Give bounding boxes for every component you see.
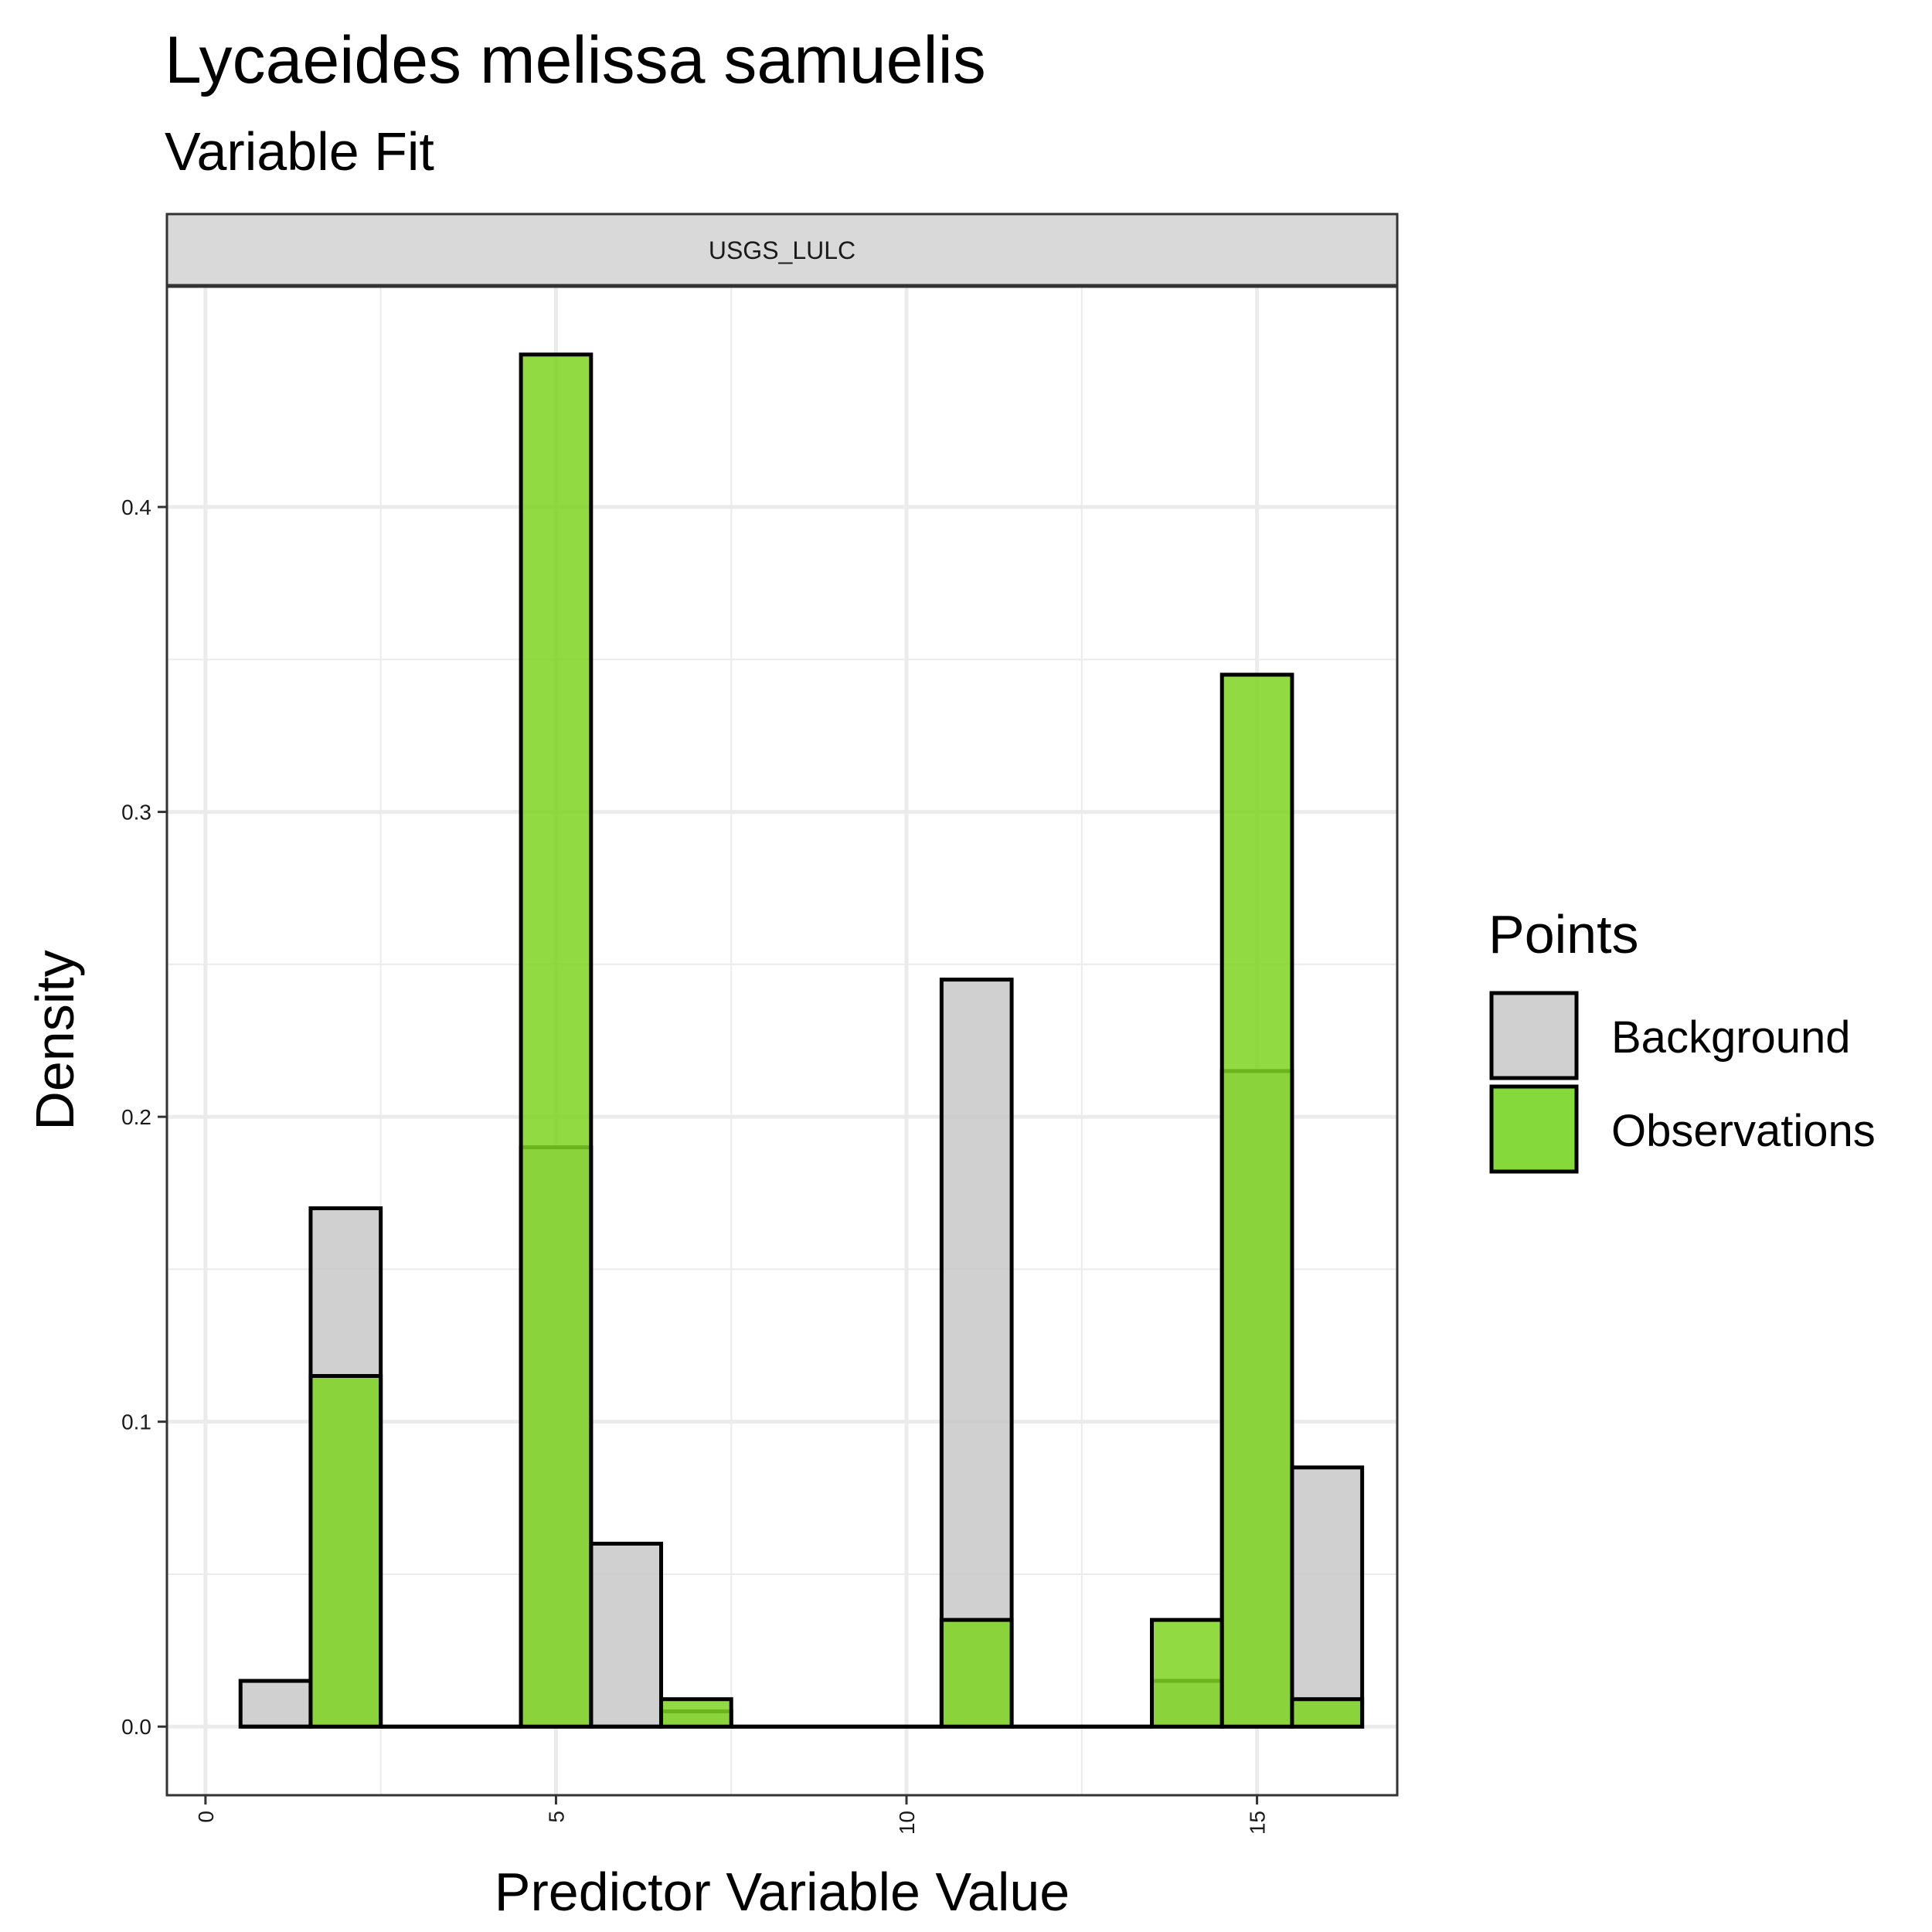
x-axis-title: Predictor Variable Value xyxy=(495,1862,1070,1922)
facet-strip-label: USGS_LULC xyxy=(709,236,855,264)
y-tick-label: 0.3 xyxy=(121,801,151,825)
background-bar xyxy=(238,1679,313,1729)
x-tick-label: 5 xyxy=(544,1811,568,1823)
y-axis-title: Density xyxy=(25,950,85,1130)
legend-key-background xyxy=(1489,991,1579,1080)
y-tick-label: 0.4 xyxy=(121,495,151,519)
y-tick-label: 0.0 xyxy=(121,1715,151,1739)
y-tick-label: 0.1 xyxy=(121,1410,151,1434)
x-axis: 0 5 10 15 xyxy=(194,1795,1270,1835)
legend-key-observations xyxy=(1489,1084,1579,1174)
observation-bar xyxy=(519,352,594,1729)
observation-bar xyxy=(1219,672,1294,1729)
observation-bar xyxy=(1150,1617,1224,1729)
observation-bar xyxy=(308,1374,383,1729)
legend-label-observations: Observations xyxy=(1611,1106,1876,1156)
observation-bar xyxy=(939,1617,1014,1729)
x-tick-label: 10 xyxy=(895,1811,919,1835)
y-tick-label: 0.2 xyxy=(121,1105,151,1129)
chart-title: Lycaeides melissa samuelis xyxy=(165,23,986,97)
observation-bars xyxy=(240,352,1365,1729)
background-bar xyxy=(1290,1465,1365,1729)
legend-label-background: Background xyxy=(1611,1012,1851,1063)
observation-bar xyxy=(659,1697,733,1729)
facet-strip xyxy=(165,213,1399,287)
x-tick-label: 15 xyxy=(1246,1811,1270,1835)
background-bar xyxy=(939,978,1014,1729)
legend-title: Points xyxy=(1488,904,1639,964)
x-tick-label: 0 xyxy=(194,1811,218,1823)
chart-subtitle: Variable Fit xyxy=(165,121,434,182)
observation-bar xyxy=(1290,1697,1365,1729)
y-axis: 0.0 0.1 0.2 0.3 0.4 xyxy=(121,495,167,1739)
legend: Points Background Observations xyxy=(1488,904,1876,1174)
background-bar xyxy=(589,1542,664,1729)
